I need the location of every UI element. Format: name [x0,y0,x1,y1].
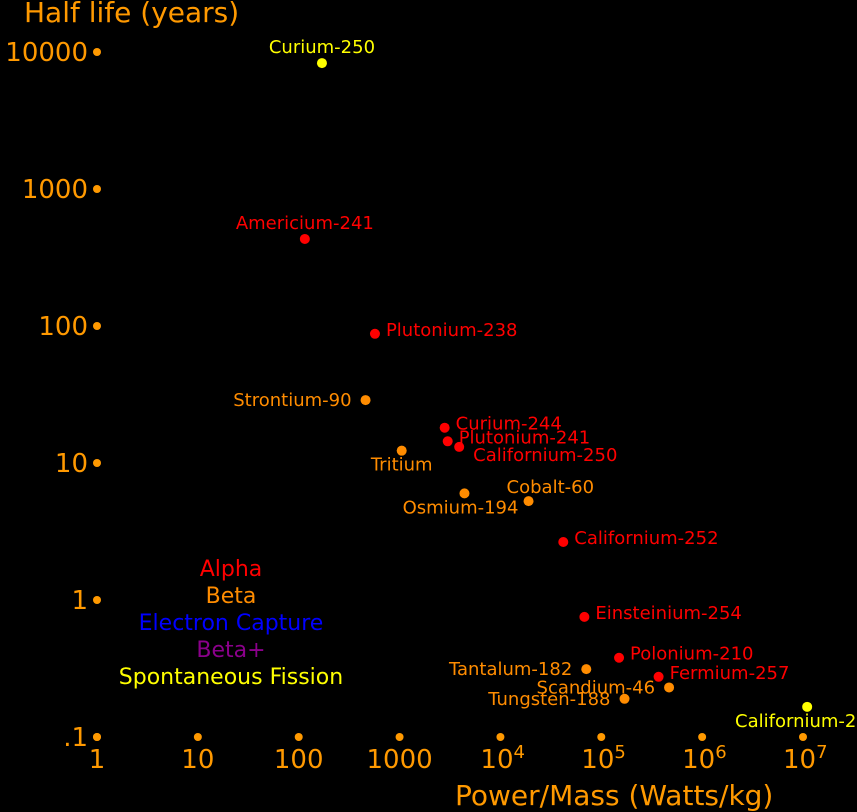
x-axis: 1 10 100 1000 104 105 106 107 [89,733,828,775]
legend-entry: Beta [206,584,257,609]
point-label: Californium-252 [574,528,718,549]
x-tick-mark [597,733,606,741]
data-point [653,671,664,682]
y-tick-mark [93,459,101,467]
data-point [369,328,380,339]
x-tick-label: 106 [682,742,727,775]
x-tick-mark [799,733,807,741]
data-point [523,496,534,507]
legend-entry: Spontaneous Fission [119,665,343,690]
data-point [459,488,470,499]
data-point [299,233,310,244]
data-point [581,664,592,675]
point-label: Curium-250 [269,37,375,58]
x-axis-title: Power/Mass (Watts/kg) [455,779,773,812]
data-point [360,395,371,406]
y-tick-label: 1 [71,586,88,616]
legend-entry: Alpha [200,557,263,582]
point-label: Einsteinium-254 [595,603,742,624]
data-point [614,652,625,663]
x-tick-mark [395,733,404,741]
point-label: Osmium-194 [403,497,519,518]
data-point [439,422,450,433]
x-tick-label: 1 [89,745,106,775]
y-tick-label: 10000 [5,38,88,68]
point-label: Tritium [370,455,433,476]
y-axis-title: Half life (years) [24,0,239,29]
x-tick-mark [294,733,303,741]
point-label: Tantalum-182 [448,659,572,680]
point-label: Cobalt-60 [507,477,594,498]
y-tick-mark [93,596,101,604]
x-tick-mark [93,733,101,741]
y-tick-mark [93,48,101,56]
x-tick-mark [698,733,707,741]
point-label: Americium-241 [236,213,374,234]
x-tick-label: 105 [581,742,626,775]
y-tick-mark [93,185,101,193]
data-point [579,611,590,622]
data-point [454,441,465,452]
data-point [619,693,630,704]
x-tick-label: 104 [480,742,525,775]
y-tick-label: .1 [63,723,88,753]
point-label: Plutonium-241 [459,427,591,448]
point-label: Polonium-210 [630,644,753,665]
y-tick-mark [93,322,101,330]
x-tick-label: 10 [181,745,214,775]
point-label: Californium-254 [735,711,857,732]
y-tick-label: 100 [38,312,88,342]
x-tick-label: 1000 [366,745,432,775]
data-point [802,701,813,712]
data-point [316,58,327,69]
y-tick-label: 1000 [22,175,88,205]
x-tick-label: 107 [783,742,828,775]
y-tick-label: 10 [55,449,88,479]
data-point [664,682,675,693]
point-label: Scandium-46 [537,677,656,698]
x-tick-mark [193,733,202,741]
y-axis: .1 1 10 100 1000 10000 [5,38,101,753]
point-label: Plutonium-238 [386,320,518,341]
legend-entry: Beta+ [196,638,265,663]
data-points: Curium-250 Americium-241 Plutonium-238 Stro… [233,37,857,732]
point-label: Californium-250 [473,445,617,466]
point-label: Tungsten-188 [487,689,610,710]
data-point [396,445,407,456]
point-label: Strontium-90 [233,390,351,411]
point-label: Fermium-257 [670,663,790,684]
legend-entry: Electron Capture [139,611,324,636]
data-point [558,537,569,548]
data-point [442,436,453,447]
x-tick-label: 100 [274,745,324,775]
x-tick-mark [496,733,505,741]
point-label: Curium-244 [456,414,562,435]
